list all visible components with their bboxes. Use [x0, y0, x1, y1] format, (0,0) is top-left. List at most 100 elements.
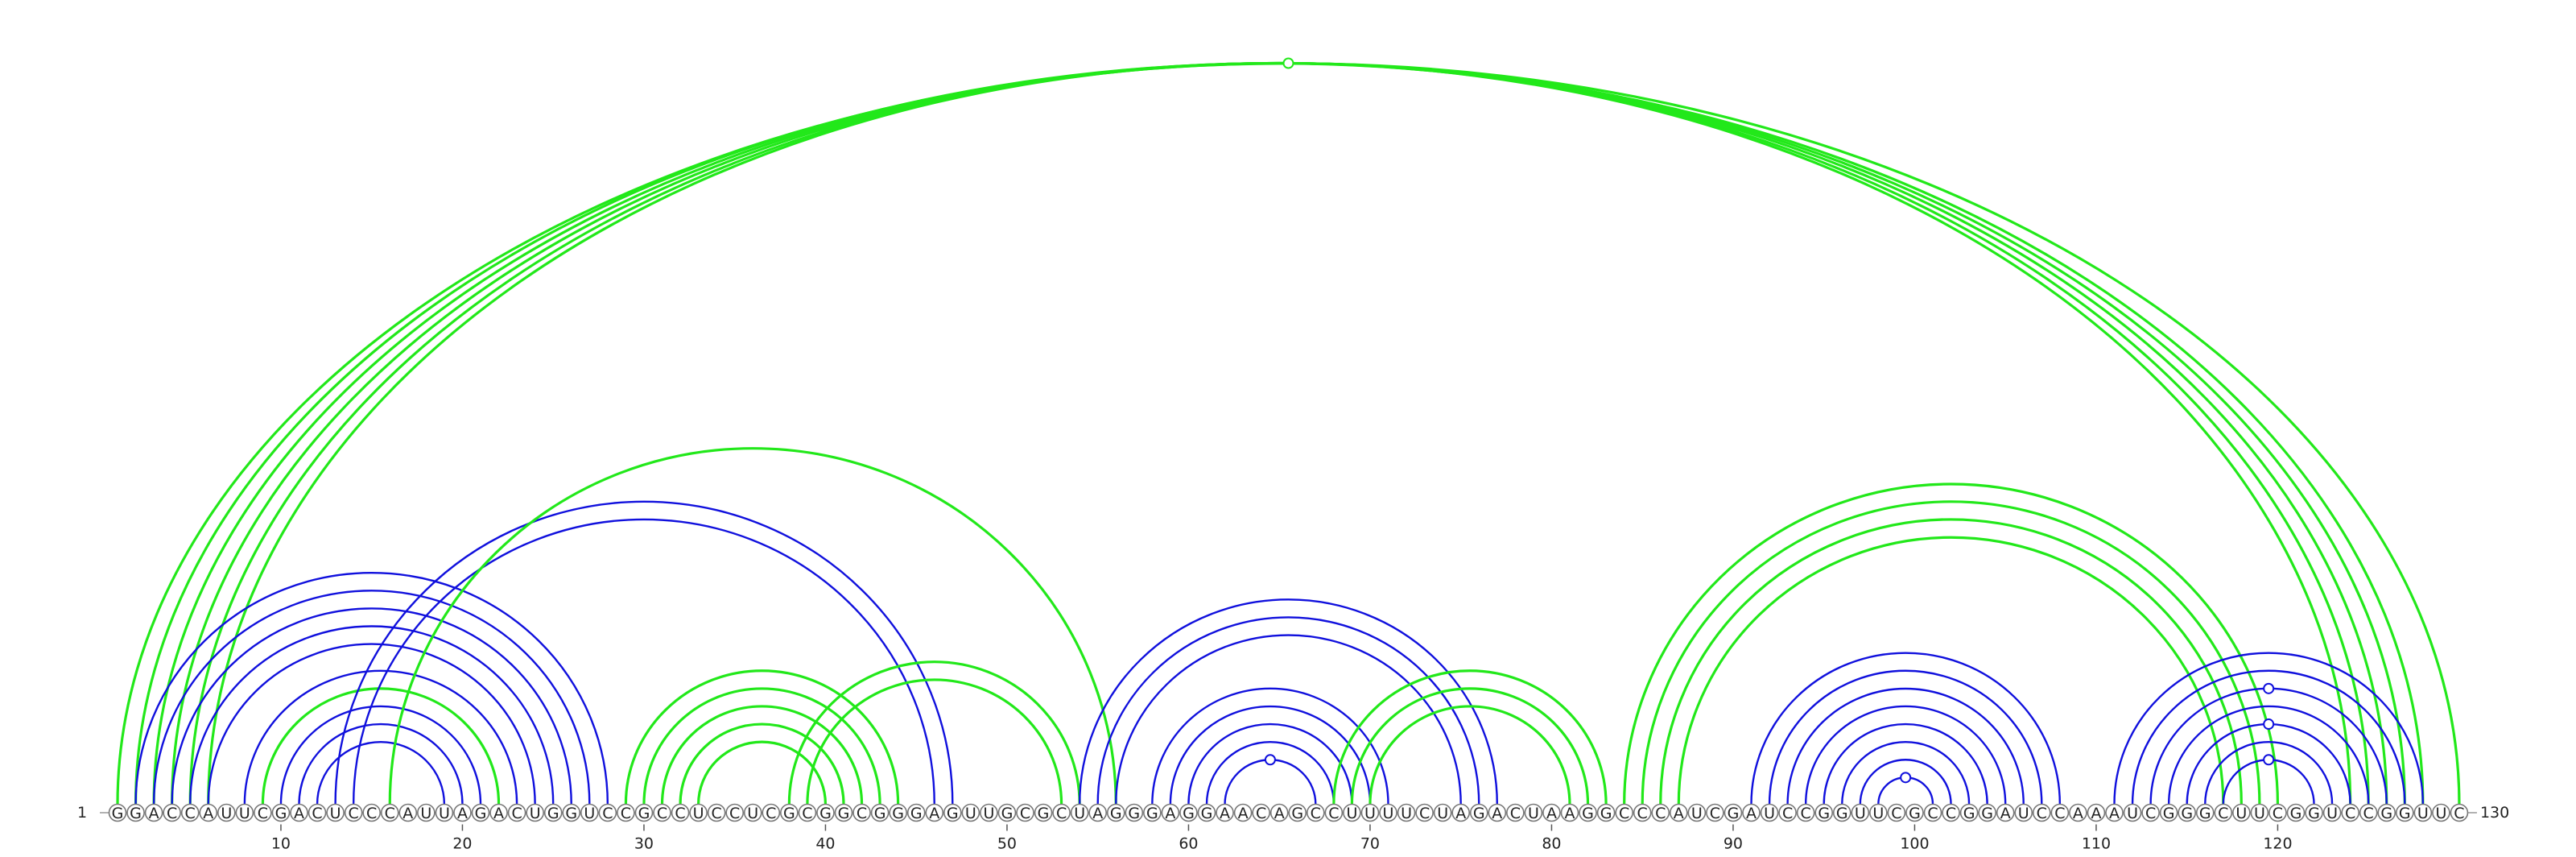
nucleotide: C: [707, 803, 726, 822]
nucleotide: U: [217, 803, 236, 822]
nucleotide: G: [1832, 803, 1852, 822]
base-pair-arc-61-68: [1205, 740, 1335, 805]
nucleotide: U: [526, 803, 544, 822]
nucleotide: U: [2432, 803, 2450, 822]
base-pair-arc-96-103: [1841, 740, 1971, 805]
nucleotide: G: [1469, 803, 1488, 822]
nucleotide-letter: G: [838, 805, 850, 822]
nucleotide-letter: U: [2326, 805, 2338, 822]
nucleotide: C: [2033, 803, 2051, 822]
nucleotide-letter: C: [729, 805, 740, 822]
nucleotide-circle: [925, 803, 944, 822]
nucleotide: U: [2232, 803, 2251, 822]
nucleotide: G: [126, 803, 145, 822]
nucleotide: C: [1415, 803, 1434, 822]
nucleotide-circle: [834, 803, 853, 822]
nucleotide-letter: C: [349, 805, 359, 822]
nucleotide: G: [1197, 803, 1216, 822]
nucleotide-letter: A: [203, 805, 213, 822]
nucleotide-circle: [1216, 803, 1234, 822]
nucleotide-letter: U: [239, 805, 250, 822]
nucleotide-circle: [217, 803, 236, 822]
nucleotide: C: [180, 803, 200, 822]
nucleotide: C: [1706, 803, 1724, 822]
nucleotide: A: [1670, 803, 1688, 822]
nucleotide-letter: G: [1038, 805, 1050, 822]
nucleotide-letter: G: [1728, 805, 1740, 822]
base-pair-arc-12-19: [316, 740, 446, 805]
nucleotide: A: [398, 803, 418, 822]
nucleotide: C: [2141, 803, 2160, 822]
nucleotide-letter: C: [2273, 805, 2283, 822]
nucleotide: C: [671, 803, 690, 822]
nucleotide: G: [1814, 803, 1833, 822]
base-pair-arc-62-67: [1224, 759, 1317, 805]
nucleotide-letter: G: [1001, 805, 1013, 822]
base-pair-arc-70-81: [1368, 705, 1571, 805]
nucleotide: G: [1179, 803, 1198, 822]
nucleotide-circle: [780, 803, 799, 822]
nucleotide: C: [1796, 803, 1815, 822]
nucleotide: C: [254, 803, 272, 822]
nucleotide-circle: [1869, 803, 1888, 822]
base-pair-arc-2-28: [134, 572, 609, 805]
nucleotide-letter: A: [1165, 805, 1175, 822]
nucleotide: C: [617, 803, 635, 822]
nucleotide-circle: [580, 803, 599, 822]
base-pair-arc-112-127: [2131, 669, 2406, 805]
tick-label: 20: [452, 835, 472, 853]
nucleotide-letter: A: [2091, 805, 2101, 822]
nucleotide-circle: [961, 803, 980, 822]
base-pair-arc-94-105: [1804, 705, 2007, 805]
nucleotide: G: [1724, 803, 1743, 822]
nucleotide: U: [980, 803, 998, 822]
nucleotide: U: [1070, 803, 1089, 822]
tick-label: 110: [2082, 835, 2111, 853]
nucleotide-letter: G: [2199, 805, 2211, 822]
nucleotide-circle: [126, 803, 145, 822]
base-pair-arc-95-104: [1823, 722, 1988, 805]
nucleotide-circle: [870, 803, 890, 822]
nucleotide-circle: [1796, 803, 1815, 822]
nucleotide: A: [290, 803, 308, 822]
nucleotide-circle: [1724, 803, 1743, 822]
nucleotide: A: [2069, 803, 2087, 822]
loop-marker-62-67: [1264, 754, 1276, 766]
nucleotide: A: [144, 803, 163, 822]
nucleotide: C: [1252, 803, 1270, 822]
tick-label: 60: [1179, 835, 1198, 853]
nucleotide-letter: G: [130, 805, 142, 822]
nucleotide: C: [344, 803, 363, 822]
nucleotide-circle: [199, 803, 218, 822]
nucleotide: A: [1742, 803, 1761, 822]
nucleotide: A: [925, 803, 944, 822]
base-pair-arc-93-106: [1786, 687, 2025, 805]
nucleotide-letter: A: [1220, 805, 1230, 822]
nucleotide: G: [1125, 803, 1144, 822]
nucleotide: G: [2195, 803, 2215, 822]
nucleotide: A: [489, 803, 508, 822]
nucleotide: U: [1760, 803, 1779, 822]
nucleotide-letter: U: [1528, 805, 1539, 822]
nucleotide-letter: G: [1836, 805, 1848, 822]
nucleotide-circle: [653, 803, 671, 822]
nucleotide-circle: [1324, 803, 1344, 822]
nucleotide-circle: [2268, 803, 2287, 822]
nucleotide-letter: G: [1128, 805, 1140, 822]
nucleotide: C: [308, 803, 327, 822]
base-pair-arc-111-128: [2113, 652, 2425, 805]
nucleotide-letter: U: [1383, 805, 1394, 822]
nucleotide-letter: U: [420, 805, 431, 822]
base-pair-arc-117-122: [2222, 759, 2315, 805]
nucleotide: U: [1433, 803, 1452, 822]
nucleotide-letter: U: [2127, 805, 2138, 822]
nucleotide-circle: [725, 803, 745, 822]
nucleotide: G: [997, 803, 1017, 822]
nucleotide-letter: U: [1691, 805, 1703, 822]
nucleotide: G: [2286, 803, 2306, 822]
nucleotide-letter: C: [675, 805, 685, 822]
nucleotide-letter: U: [965, 805, 976, 822]
nucleotide-letter: C: [1946, 805, 1956, 822]
base-pair-arc-114-125: [2167, 705, 2370, 805]
